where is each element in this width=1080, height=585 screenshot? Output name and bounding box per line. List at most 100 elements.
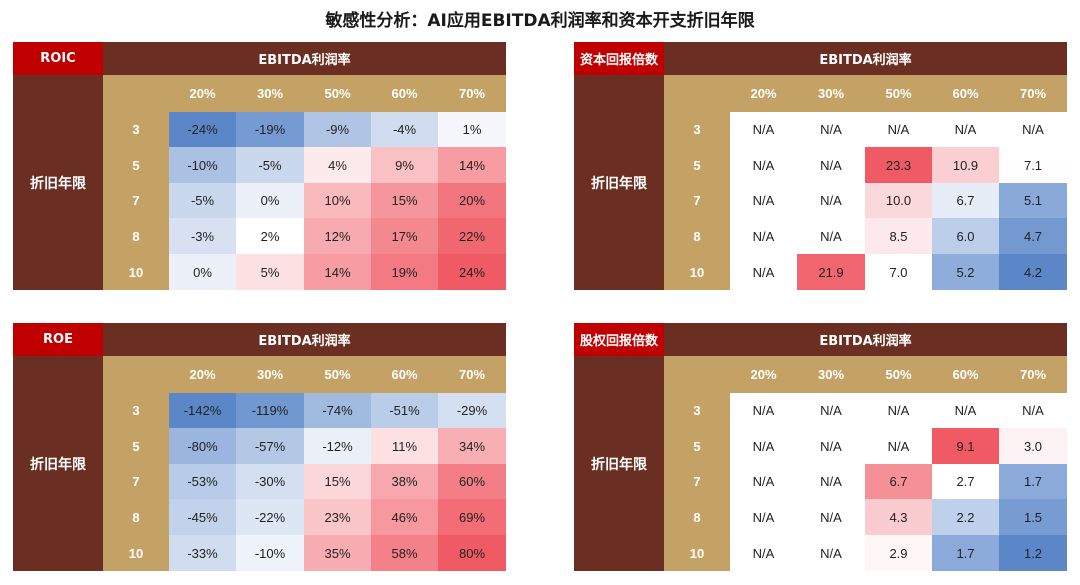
heatmap-cell: 2.2 bbox=[932, 499, 999, 535]
heatmap-table: 资本回报倍数 EBITDA利润率 折旧年限 20% 30% 50% 60% 70% 3 N/A N/… bbox=[574, 42, 1068, 290]
column-tick-label: 20% bbox=[169, 356, 236, 393]
table-row: 10 N/A 21.9 7.0 5.2 4.2 bbox=[574, 254, 1068, 290]
row-tick-label: 7 bbox=[103, 464, 169, 499]
heatmap-cell: 4% bbox=[304, 147, 371, 183]
heatmap-cell: -80% bbox=[169, 428, 236, 464]
row-tick-label: 5 bbox=[103, 147, 169, 183]
heatmap-cell: N/A bbox=[999, 393, 1068, 428]
heatmap-cell: 21.9 bbox=[797, 254, 865, 290]
column-tick-label: 20% bbox=[169, 75, 236, 112]
row-tick-label: 3 bbox=[664, 112, 730, 147]
heatmap-cell: 0% bbox=[236, 183, 304, 218]
heatmap-cell: 2.7 bbox=[932, 464, 999, 499]
table-row: 8 N/A N/A 8.5 6.0 4.7 bbox=[574, 218, 1068, 254]
heatmap-cell: N/A bbox=[730, 393, 797, 428]
heatmap-cell: 38% bbox=[371, 464, 438, 499]
heatmap-cell: -22% bbox=[236, 499, 304, 535]
column-tick-label: 30% bbox=[236, 75, 304, 112]
heatmap-cell: 7.1 bbox=[999, 147, 1068, 183]
heatmap-cell: 22% bbox=[438, 218, 507, 254]
heatmap-cell: 3.0 bbox=[999, 428, 1068, 464]
heatmap-cell: N/A bbox=[797, 183, 865, 218]
table-row: 7 N/A N/A 6.7 2.7 1.7 bbox=[574, 464, 1068, 499]
heatmap-cell: 60% bbox=[438, 464, 507, 499]
heatmap-cell: -51% bbox=[371, 393, 438, 428]
heatmap-cell: -5% bbox=[169, 183, 236, 218]
heatmap-cell: 5.1 bbox=[999, 183, 1068, 218]
heatmap-cell: N/A bbox=[797, 428, 865, 464]
heatmap-cell: 17% bbox=[371, 218, 438, 254]
row-tick-label: 7 bbox=[664, 464, 730, 499]
heatmap-cell: 1% bbox=[438, 112, 507, 147]
row-tick-label: 3 bbox=[103, 393, 169, 428]
heatmap-cell: N/A bbox=[865, 428, 932, 464]
heatmap-cell: N/A bbox=[730, 183, 797, 218]
heatmap-cell: N/A bbox=[797, 464, 865, 499]
row-group-header: 折旧年限 bbox=[574, 356, 664, 571]
table-row: 5 N/A N/A N/A 9.1 3.0 bbox=[574, 428, 1068, 464]
heatmap-cell: -142% bbox=[169, 393, 236, 428]
table-row: 8 -3% 2% 12% 17% 22% bbox=[13, 218, 507, 254]
row-tick-label: 8 bbox=[664, 218, 730, 254]
heatmap-cell: 0% bbox=[169, 254, 236, 290]
corner-cell bbox=[103, 356, 169, 393]
heatmap-cell: -30% bbox=[236, 464, 304, 499]
heatmap-cell: 6.7 bbox=[932, 183, 999, 218]
heatmap-cell: -119% bbox=[236, 393, 304, 428]
heatmap-cell: -33% bbox=[169, 535, 236, 571]
heatmap-cell: N/A bbox=[865, 393, 932, 428]
table-row: 7 -53% -30% 15% 38% 60% bbox=[13, 464, 507, 499]
heatmap-cell: N/A bbox=[932, 112, 999, 147]
row-group-header: 折旧年限 bbox=[574, 75, 664, 290]
table-row: 3 N/A N/A N/A N/A N/A bbox=[574, 393, 1068, 428]
row-tick-label: 10 bbox=[664, 535, 730, 571]
table-name-label: 资本回报倍数 bbox=[574, 42, 664, 75]
heatmap-table: ROE EBITDA利润率 折旧年限 20% 30% 50% 60% 70% 3 -142% -11… bbox=[13, 323, 507, 571]
heatmap-cell: -3% bbox=[169, 218, 236, 254]
heatmap-cell: 7.0 bbox=[865, 254, 932, 290]
row-group-header: 折旧年限 bbox=[13, 356, 103, 571]
column-tick-label: 60% bbox=[932, 356, 999, 393]
table-row: 10 0% 5% 14% 19% 24% bbox=[13, 254, 507, 290]
heatmap-cell: 1.5 bbox=[999, 499, 1068, 535]
table-name-label: 股权回报倍数 bbox=[574, 323, 664, 356]
heatmap-cell: 6.0 bbox=[932, 218, 999, 254]
heatmap-cell: 5.2 bbox=[932, 254, 999, 290]
corner-cell bbox=[664, 75, 730, 112]
heatmap-cell: N/A bbox=[730, 428, 797, 464]
column-tick-label: 70% bbox=[438, 75, 507, 112]
table-row: 8 N/A N/A 4.3 2.2 1.5 bbox=[574, 499, 1068, 535]
row-tick-label: 8 bbox=[103, 218, 169, 254]
corner-cell bbox=[664, 356, 730, 393]
heatmap-cell: 34% bbox=[438, 428, 507, 464]
heatmap-cell: 4.3 bbox=[865, 499, 932, 535]
heatmap-cell: N/A bbox=[797, 535, 865, 571]
table-row: 7 -5% 0% 10% 15% 20% bbox=[13, 183, 507, 218]
table-row: 5 N/A N/A 23.3 10.9 7.1 bbox=[574, 147, 1068, 183]
heatmap-cell: 12% bbox=[304, 218, 371, 254]
heatmap-cell: 9.1 bbox=[932, 428, 999, 464]
row-tick-label: 3 bbox=[103, 112, 169, 147]
heatmap-cell: N/A bbox=[730, 218, 797, 254]
row-tick-label: 10 bbox=[664, 254, 730, 290]
row-tick-label: 5 bbox=[103, 428, 169, 464]
column-tick-label: 30% bbox=[236, 356, 304, 393]
heatmap-cell: N/A bbox=[797, 147, 865, 183]
row-tick-label: 3 bbox=[664, 393, 730, 428]
column-tick-label: 70% bbox=[999, 356, 1068, 393]
column-tick-label: 30% bbox=[797, 356, 865, 393]
heatmap-cell: 11% bbox=[371, 428, 438, 464]
heatmap-cell: 35% bbox=[304, 535, 371, 571]
row-tick-label: 10 bbox=[103, 535, 169, 571]
row-tick-label: 7 bbox=[664, 183, 730, 218]
column-tick-label: 60% bbox=[371, 75, 438, 112]
heatmap-cell: N/A bbox=[865, 112, 932, 147]
heatmap-cell: 1.7 bbox=[932, 535, 999, 571]
table-row: 3 -142% -119% -74% -51% -29% bbox=[13, 393, 507, 428]
heatmap-cell: 24% bbox=[438, 254, 507, 290]
row-tick-label: 8 bbox=[103, 499, 169, 535]
heatmap-cell: 10.9 bbox=[932, 147, 999, 183]
column-group-header: EBITDA利润率 bbox=[103, 323, 507, 356]
heatmap-cell: N/A bbox=[797, 112, 865, 147]
heatmap-cell: -9% bbox=[304, 112, 371, 147]
